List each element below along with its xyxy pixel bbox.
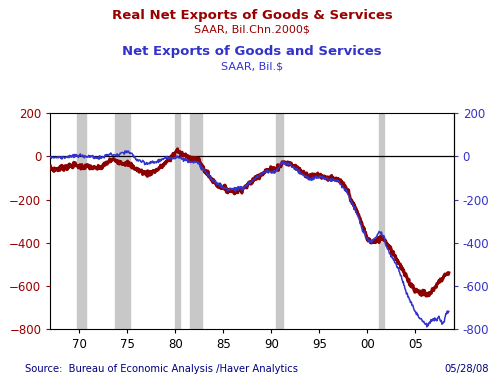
Bar: [115, 113, 130, 329]
Bar: [175, 113, 180, 329]
Bar: [190, 113, 202, 329]
Bar: [379, 113, 384, 329]
Text: Real Net Exports of Goods & Services: Real Net Exports of Goods & Services: [111, 9, 393, 22]
Text: Source:  Bureau of Economic Analysis /Haver Analytics: Source: Bureau of Economic Analysis /Hav…: [25, 364, 298, 374]
Bar: [77, 113, 86, 329]
Text: Net Exports of Goods and Services: Net Exports of Goods and Services: [122, 45, 382, 58]
Text: SAAR, Bil.$: SAAR, Bil.$: [221, 61, 283, 71]
Text: SAAR, Bil.Chn.2000$: SAAR, Bil.Chn.2000$: [194, 25, 310, 34]
Bar: [276, 113, 283, 329]
Text: 05/28/08: 05/28/08: [445, 364, 489, 374]
